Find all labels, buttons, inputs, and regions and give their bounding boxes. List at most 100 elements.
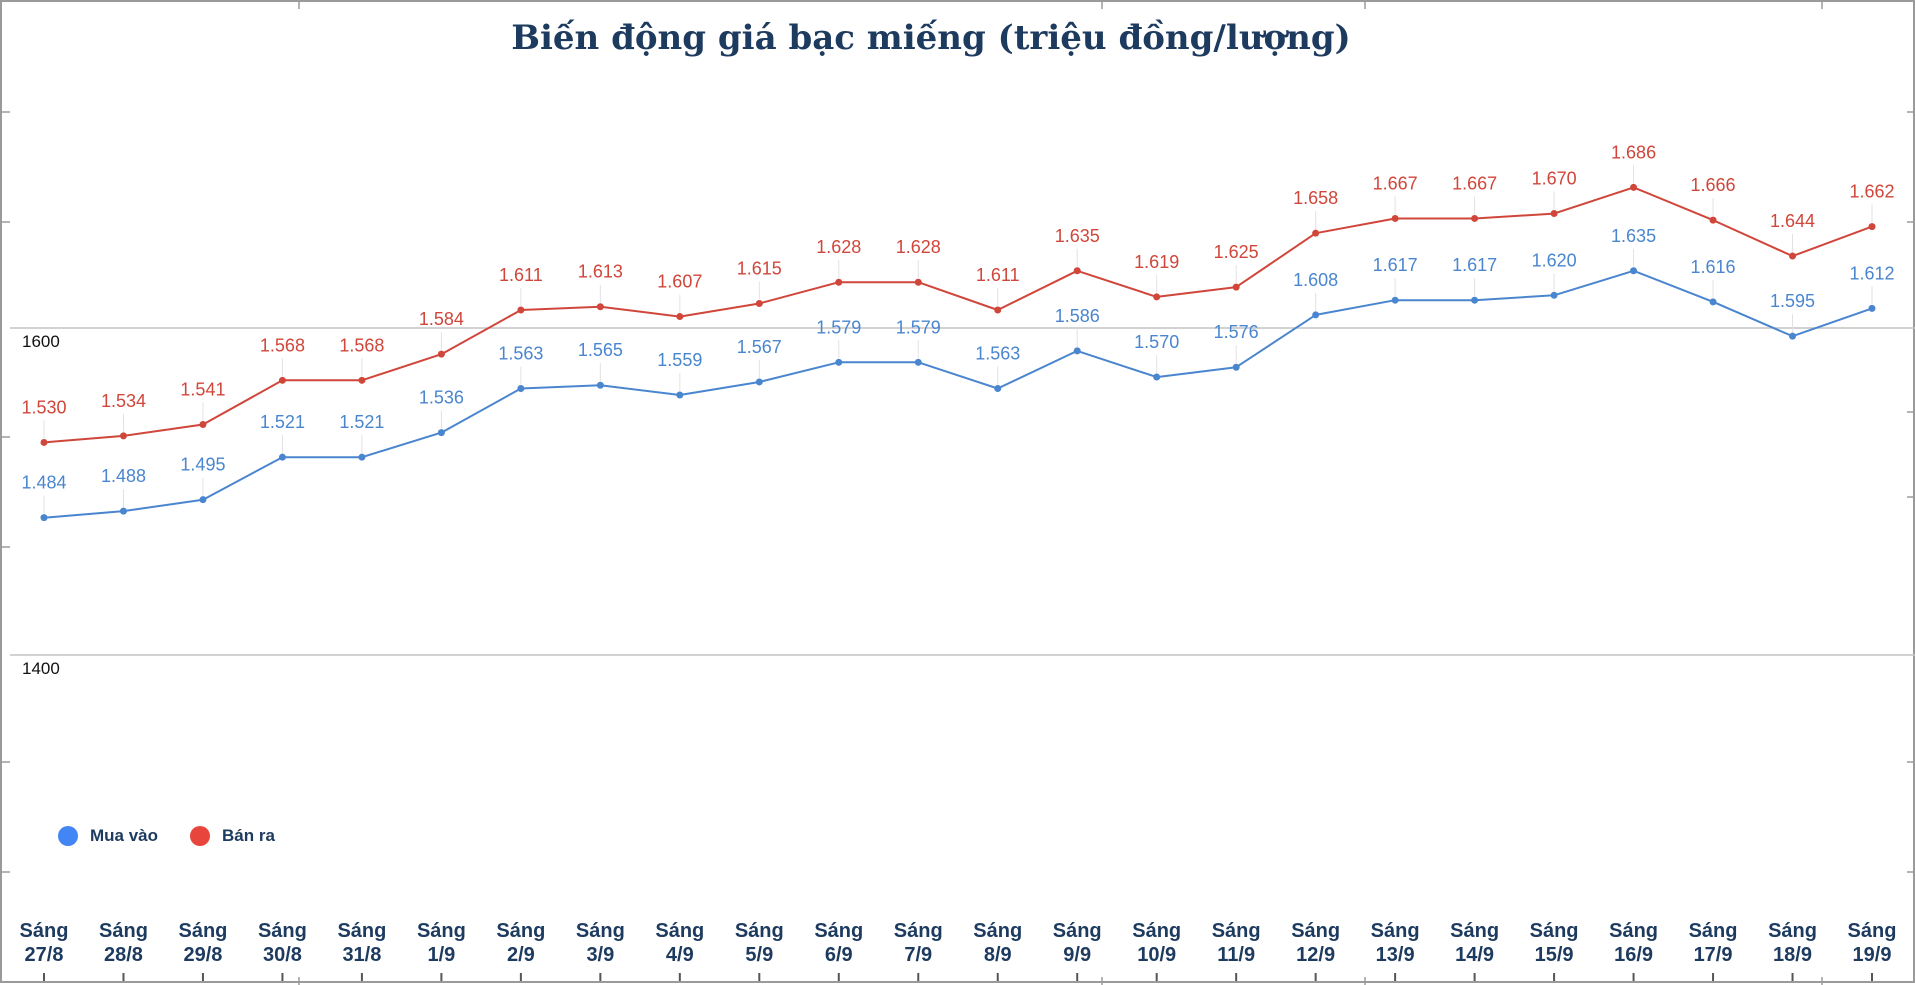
- data-point: [596, 381, 604, 389]
- x-tick-line: Sáng: [1530, 920, 1579, 942]
- data-point: [1232, 283, 1240, 291]
- legend-dot-ban-ra: [190, 826, 210, 846]
- x-tick-line: 11/9: [1217, 944, 1255, 966]
- x-tick-line: Sáng: [1291, 920, 1340, 942]
- data-label: 1.667: [1373, 173, 1418, 193]
- data-label: 1.584: [419, 309, 464, 329]
- data-point: [1153, 373, 1161, 381]
- series-line-0: [43, 269, 1873, 519]
- data-label: 1.644: [1770, 211, 1815, 231]
- data-point: [1153, 293, 1161, 301]
- data-label: 1.567: [737, 337, 782, 357]
- data-label: 1.628: [896, 237, 941, 257]
- x-tick-line: Sáng: [337, 920, 386, 942]
- data-point: [517, 306, 525, 314]
- data-point: [437, 350, 445, 358]
- data-point: [278, 376, 286, 384]
- legend-label-ban-ra: Bán ra: [222, 826, 275, 845]
- data-point: [199, 496, 207, 504]
- x-tick-line: Sáng: [735, 920, 784, 942]
- x-tick-label: Sáng 17/9: [1689, 920, 1738, 966]
- x-tick-line: 27/8: [25, 944, 64, 966]
- data-point: [1391, 296, 1399, 304]
- data-label: 1.658: [1293, 188, 1338, 208]
- data-point: [1550, 291, 1558, 299]
- data-label: 1.559: [657, 350, 702, 370]
- x-tick-line: 2/9: [507, 944, 535, 966]
- x-tick-line: 7/9: [904, 944, 932, 966]
- data-label: 1.613: [578, 262, 623, 282]
- x-tick-line: Sáng: [20, 920, 69, 942]
- data-label: 1.521: [339, 412, 384, 432]
- data-label: 1.541: [180, 379, 225, 399]
- data-label: 1.625: [1214, 242, 1259, 262]
- data-point: [119, 432, 127, 440]
- data-point: [914, 358, 922, 366]
- data-label: 1.608: [1293, 270, 1338, 290]
- data-label: 1.565: [578, 340, 623, 360]
- data-point: [914, 278, 922, 286]
- data-point: [835, 278, 843, 286]
- data-label: 1.586: [1055, 306, 1100, 326]
- data-point: [596, 303, 604, 311]
- x-tick-label: Sáng 30/8: [258, 920, 307, 966]
- data-point: [278, 453, 286, 461]
- x-tick-label: Sáng 27/8: [20, 920, 69, 966]
- y-tick-label: 1600: [22, 332, 60, 351]
- data-point: [1789, 252, 1797, 260]
- data-point: [994, 384, 1002, 392]
- x-tick-line: Sáng: [973, 920, 1022, 942]
- data-point: [1312, 229, 1320, 237]
- data-point: [1630, 183, 1638, 191]
- data-label: 1.612: [1849, 263, 1894, 283]
- x-tick-label: Sáng 6/9: [814, 920, 863, 966]
- x-tick-line: Sáng: [1609, 920, 1658, 942]
- series-line-1: [43, 186, 1873, 444]
- x-tick-line: Sáng: [258, 920, 307, 942]
- data-label: 1.534: [101, 391, 146, 411]
- data-point: [1232, 363, 1240, 371]
- x-tick-line: Sáng: [1450, 920, 1499, 942]
- data-label: 1.595: [1770, 291, 1815, 311]
- x-tick-label: Sáng 7/9: [894, 920, 943, 966]
- x-tick-line: Sáng: [496, 920, 545, 942]
- x-tick-line: 14/9: [1455, 944, 1494, 966]
- data-point: [1073, 347, 1081, 355]
- x-tick-line: Sáng: [894, 920, 943, 942]
- x-tick-line: Sáng: [1212, 920, 1261, 942]
- data-point: [1471, 296, 1479, 304]
- x-tick-line: 9/9: [1063, 944, 1091, 966]
- data-label: 1.620: [1532, 250, 1577, 270]
- data-label: 1.635: [1055, 226, 1100, 246]
- data-point: [1709, 216, 1717, 224]
- data-point: [676, 313, 684, 321]
- data-label: 1.619: [1134, 252, 1179, 272]
- data-label: 1.576: [1214, 322, 1259, 342]
- x-tick-line: 13/9: [1376, 944, 1415, 966]
- x-tick-line: Sáng: [1371, 920, 1420, 942]
- data-label: 1.686: [1611, 142, 1656, 162]
- legend-dot-mua-vao: [58, 826, 78, 846]
- x-tick-line: Sáng: [1689, 920, 1738, 942]
- data-point: [1709, 298, 1717, 306]
- data-label: 1.667: [1452, 173, 1497, 193]
- data-label: 1.563: [498, 343, 543, 363]
- data-point: [40, 438, 48, 446]
- data-label: 1.579: [896, 317, 941, 337]
- x-tick-label: Sáng 4/9: [655, 920, 704, 966]
- data-point: [1550, 210, 1558, 218]
- data-point: [1471, 214, 1479, 222]
- x-tick-line: 12/9: [1296, 944, 1335, 966]
- data-point: [119, 507, 127, 515]
- x-tick-line: 4/9: [666, 944, 694, 966]
- x-tick-label: Sáng 10/9: [1132, 920, 1181, 966]
- x-tick-line: Sáng: [1848, 920, 1897, 942]
- data-label: 1.662: [1849, 182, 1894, 202]
- data-label: 1.628: [816, 237, 861, 257]
- x-tick-label: Sáng 11/9: [1212, 920, 1261, 966]
- x-tick-label: Sáng 14/9: [1450, 920, 1499, 966]
- legend-item-mua-vao: Mua vào: [58, 826, 158, 846]
